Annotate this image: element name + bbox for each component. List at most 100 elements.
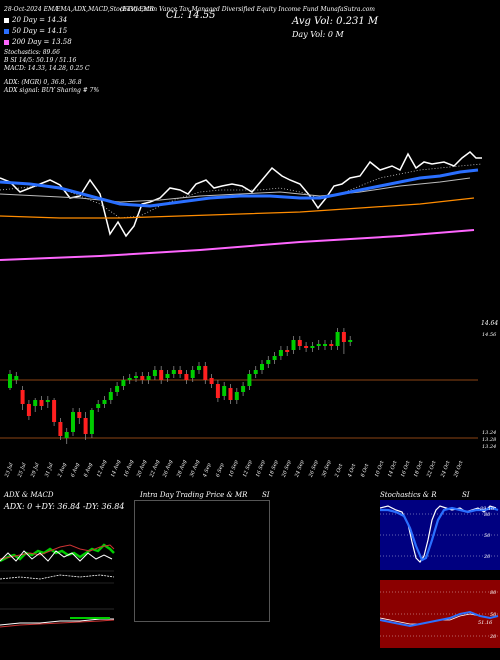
candle-body [45,400,50,402]
grey-ema-line [0,177,471,203]
candle-body [215,384,220,398]
candle-body [304,346,309,348]
date-label: 4 Oct [347,463,358,479]
candle-body [159,370,164,380]
stoch-line2: B SI 14/5: 50.19 / 51.16 [4,57,77,64]
stoch-tick-20: 20 [483,554,491,560]
rsi-blue-line [380,610,499,628]
adx-line: ADX: (MGR) 0, 36.8, 36.8 [4,79,82,86]
adx-red-line [0,544,115,560]
candle-body [297,340,302,346]
candle-body [266,360,271,364]
stoch-end-label: 89.16 [480,506,495,512]
rsi-chart: 80 50 20 51.16 [380,580,500,648]
ema50-swatch [4,28,9,34]
ema50-line [0,168,479,208]
candle-body [197,366,201,370]
candle-body [316,344,321,346]
candle-body [171,370,176,374]
candle-body [20,390,25,404]
rsi-tick-80: 80 [490,590,497,596]
candle-chart [0,328,478,444]
date-label: 2 Oct [334,463,345,479]
mr-panel-box [134,500,270,622]
candle-body [121,380,126,386]
candle-body [335,332,340,346]
ema20-swatch [4,17,9,23]
avg-vol-label: Avg Vol: 0.231 M [292,16,379,27]
dotted-ema-line [0,163,483,219]
candle-body [260,364,264,370]
price-axis-top: 14.64 [481,320,499,327]
adx-signal: ADX signal: BUY Sharing # 7% [4,87,100,94]
candle-body [102,400,107,404]
candles [8,328,353,444]
price-line [0,151,482,238]
candle-body [83,418,88,434]
candle-body [8,374,12,388]
candle-body [190,370,195,378]
candle-body [64,432,69,438]
price-axis-bottom3: 13.24 [482,444,497,450]
candle-body [108,392,113,400]
candle-body [228,388,233,400]
candle-body [329,344,334,346]
mr-panel-suffix: SI [262,491,270,499]
candle-body [184,374,189,380]
stochastic-chart: 80 50 20 89.16 [380,500,500,570]
macd-line: MACD: 14.33, 14.28, 0.25 C [4,65,90,72]
rsi-end-label: 51.16 [478,620,493,626]
ema-chart [0,151,483,261]
candle-body [89,410,94,434]
candle-body [140,376,145,380]
candle-body [247,374,252,386]
adx-green-line [0,543,115,563]
date-axis: 23 Jul 25 Jul 29 Jul 31 Jul 2 Aug 6 Aug 8 Aug 1… [0,459,480,488]
rsi-tick-50: 50 [490,612,497,618]
stoch-tick-50: 50 [484,533,491,539]
header-indicators: EMA,ADX,MACD,Stochastic,MR [56,6,154,13]
candle-body [278,350,283,356]
candle-body [272,356,277,360]
candle-body [39,400,44,406]
stoch-tick-80: 80 [484,512,491,518]
candle-body [26,404,31,416]
adx-white-line [0,550,113,562]
adx-panel-value: ADX: 0 +DY: 36.84 -DY: 36.84 [4,502,125,511]
candle-body [127,378,132,380]
price-axis-top2: 14.56 [482,332,497,338]
candle-body [222,386,227,396]
day-vol-label: Day Vol: 0 M [292,30,344,39]
candle-body [77,412,82,418]
candle-body [146,376,151,380]
header-title-left: (ETV) Eaton Vance Tax Managed Diversifie… [120,6,375,13]
candle-body [71,412,75,432]
stoch-line1: Stochastics: 89.66 [4,49,60,56]
close-label: CL: 14.55 [166,10,216,21]
legend-ema200: 200 Day = 13.58 [4,38,72,46]
price-axis-bottom1: 13.24 [482,430,497,436]
macd-line [0,618,114,626]
candle-body [310,346,315,348]
ema200-line [0,229,475,261]
rsi-tick-20: 20 [489,634,497,640]
date-label: 8 Oct [360,463,371,479]
candle-body [152,370,157,376]
candle-body [291,340,296,350]
stoch-panel-title: Stochastics & R [380,491,437,499]
candle-body [134,376,138,378]
ema200-swatch [4,39,9,45]
stoch-panel-suffix: SI [462,491,470,499]
candle-body [203,366,208,380]
candle-body [348,340,353,342]
candle-body [323,344,327,346]
candle-body [33,400,38,406]
candle-body [285,350,290,352]
ema-orange-line [0,197,475,219]
stoch-d-line [380,506,499,562]
candle-body [58,422,63,436]
candle-body [234,392,239,400]
mr-panel-title: Intra Day Trading Price & MR [140,491,248,499]
candle-body [96,404,101,408]
candle-body [341,332,346,342]
